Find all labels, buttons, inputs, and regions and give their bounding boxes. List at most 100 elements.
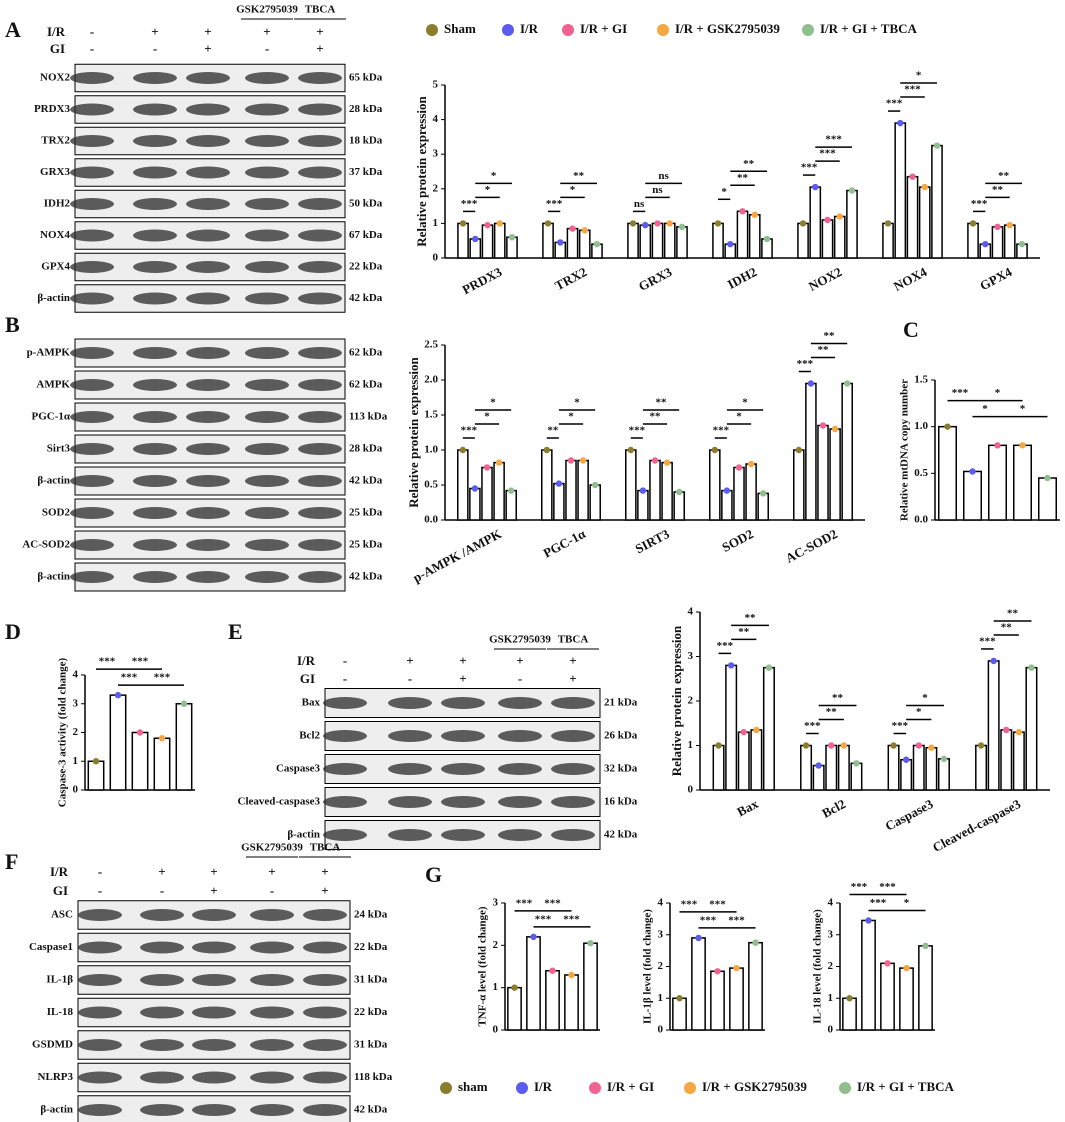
legend-swatch	[562, 24, 574, 36]
x-tick-label: Cleaved-caspase3	[930, 796, 1024, 855]
data-point	[831, 425, 839, 433]
blot-band	[245, 135, 289, 147]
protein-label: Cleaved-caspase3	[238, 796, 321, 808]
bar	[793, 449, 805, 521]
blot-band	[245, 347, 289, 359]
condition-sign: +	[204, 41, 211, 56]
bar	[850, 762, 863, 791]
data-point	[915, 742, 922, 749]
significance-label: ***	[971, 198, 988, 210]
blot-band	[186, 443, 230, 455]
blot-band	[498, 829, 542, 841]
data-point	[897, 119, 904, 127]
blot-band	[133, 507, 177, 519]
bar	[880, 962, 895, 1031]
significance-label: ***	[819, 148, 836, 160]
bar	[725, 664, 738, 791]
bar	[673, 491, 685, 521]
protein-size: 32 kDa	[604, 763, 638, 775]
blot-band	[186, 571, 230, 583]
condition-sign: +	[151, 24, 158, 39]
y-tick-label: 2	[493, 939, 499, 951]
blot-band	[186, 292, 230, 305]
data-point	[593, 240, 601, 248]
protein-label: β-actin	[40, 1104, 73, 1116]
data-point	[1019, 442, 1026, 449]
data-point	[982, 240, 989, 248]
data-point	[740, 728, 747, 736]
significance-label: **	[743, 158, 755, 170]
blot-band	[298, 571, 342, 583]
x-tick-label: TRX2	[552, 264, 589, 293]
blot-band	[298, 347, 342, 359]
blot-band	[298, 261, 342, 273]
bar	[987, 660, 1000, 791]
blot-band	[140, 1104, 184, 1116]
blot-band	[192, 1104, 236, 1116]
significance-label: **	[824, 330, 836, 342]
x-tick-label: PRDX3	[460, 264, 505, 297]
data-point	[812, 183, 819, 191]
bar	[109, 694, 127, 791]
y-tick-label: 1	[73, 755, 79, 767]
condition-sign: -	[265, 41, 269, 56]
blot-band	[250, 1039, 294, 1051]
significance-label: ***	[979, 635, 996, 647]
panel-letter: C	[903, 317, 919, 342]
data-point	[459, 446, 467, 454]
y-axis-label: Caspase-3 activity (fold change)	[57, 657, 69, 807]
y-axis-label: IL-18 level (fold change)	[812, 909, 824, 1024]
y-tick-label: 2	[433, 182, 439, 194]
panel-letter: B	[5, 312, 20, 337]
bar	[1003, 224, 1016, 259]
y-tick-label: 0	[688, 784, 694, 796]
data-point	[715, 742, 722, 749]
condition-sign: +	[321, 864, 328, 879]
condition-sign: -	[343, 671, 347, 686]
bar	[578, 229, 591, 259]
blot-band	[140, 1039, 184, 1051]
data-point	[994, 223, 1001, 231]
bar	[887, 744, 900, 791]
protein-label: IL-1β	[46, 974, 73, 986]
significance-label: ***	[952, 387, 969, 399]
blot-band	[323, 697, 367, 709]
data-point	[1044, 474, 1051, 482]
blot-band	[250, 1104, 294, 1116]
data-point	[802, 742, 810, 749]
bar	[663, 222, 676, 259]
condition-sign: -	[408, 671, 412, 686]
significance-label: **	[650, 411, 662, 423]
blot-band	[551, 697, 595, 709]
x-tick-label: p-AMPK /AMPK	[410, 526, 504, 586]
data-point	[651, 457, 659, 464]
data-point	[944, 423, 951, 430]
bar	[553, 482, 565, 521]
significance-label: ns	[658, 170, 669, 182]
bar	[748, 214, 761, 259]
significance-label: **	[1007, 607, 1019, 619]
significance-label: *	[568, 411, 574, 423]
legend-swatch	[589, 1082, 601, 1094]
data-point	[1015, 728, 1023, 736]
blot-band	[78, 1006, 122, 1019]
legend-label: I/R + GI + TBCA	[857, 1079, 955, 1094]
data-point	[969, 468, 976, 475]
legend-label: I/R + GI	[580, 21, 627, 36]
bar	[736, 210, 749, 259]
protein-label: GSDMD	[32, 1039, 73, 1051]
blot-band	[133, 571, 177, 583]
legend-swatch	[684, 1082, 696, 1094]
protein-size: 42 kDa	[349, 475, 383, 487]
blot-band	[133, 379, 177, 391]
y-tick-label: 3	[433, 148, 439, 160]
bar	[991, 226, 1004, 259]
bar	[861, 919, 876, 1031]
condition-sign: +	[210, 883, 217, 898]
blot-band	[192, 941, 236, 954]
legend-label: Sham	[444, 21, 476, 36]
bar	[565, 459, 577, 521]
bar	[967, 222, 979, 259]
data-point	[675, 488, 683, 496]
bar	[882, 222, 894, 259]
